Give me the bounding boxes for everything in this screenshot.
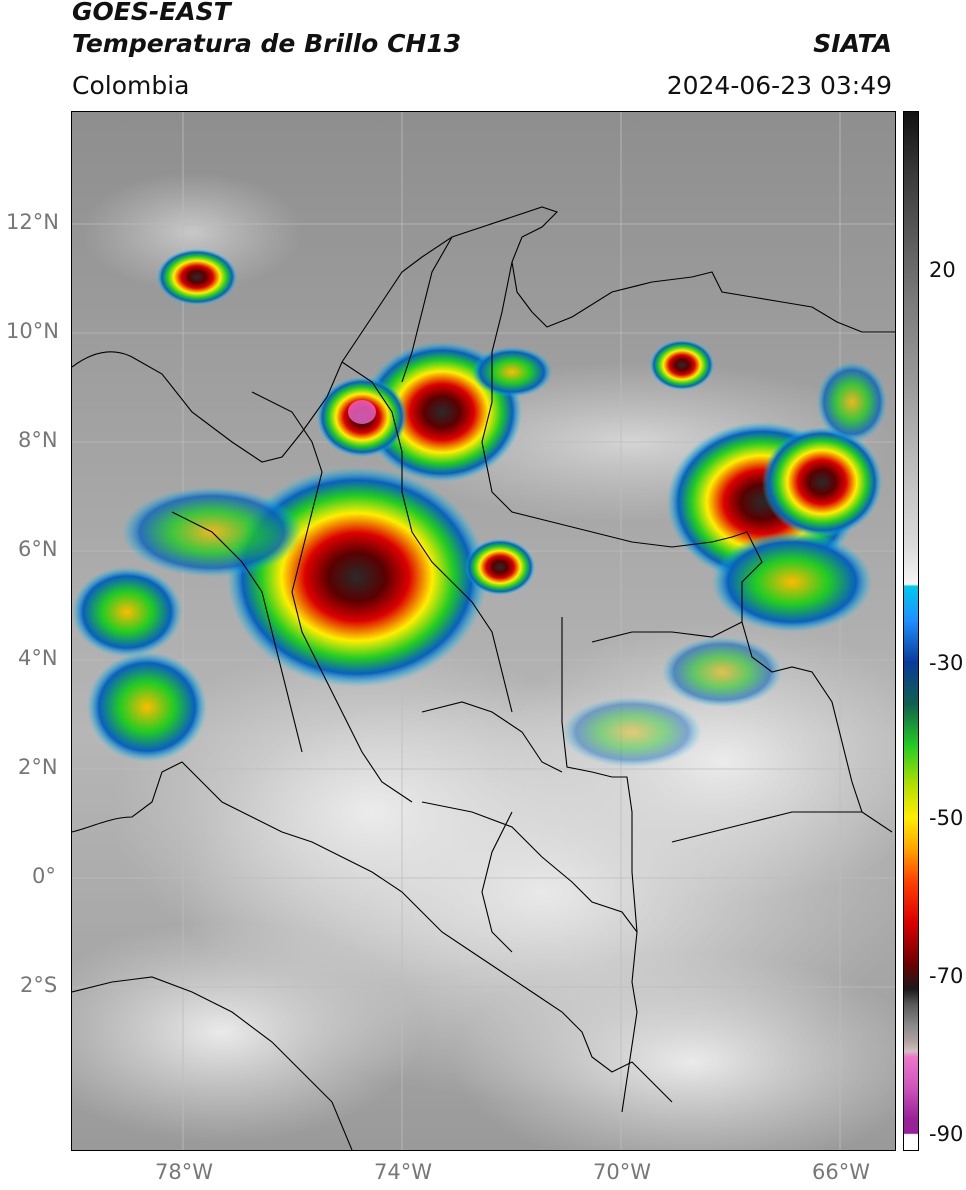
agency-label: SIATA — [813, 29, 892, 58]
product-title: Temperatura de Brillo CH13 — [72, 29, 462, 58]
colorbar-tick-neg30: -30 — [929, 651, 964, 675]
satellite-map[interactable] — [71, 111, 896, 1151]
colorbar-tick-neg50: -50 — [929, 806, 964, 830]
colorbar-tick-20: 20 — [929, 258, 956, 282]
region-label: Colombia — [72, 71, 190, 100]
colorbar-tick-neg90: -90 — [929, 1122, 964, 1146]
lat-tick-2N: 2°N — [18, 755, 58, 779]
temperature-colorbar — [903, 111, 919, 1151]
satellite-title: GOES-EAST — [72, 0, 231, 26]
lat-tick-10N: 10°N — [6, 319, 59, 343]
colorbar-tick-neg70: -70 — [929, 964, 964, 988]
lat-tick-8N: 8°N — [18, 428, 58, 452]
lat-tick-2S: 2°S — [20, 973, 58, 997]
lon-tick-66W: 66°W — [812, 1160, 870, 1184]
lat-tick-4N: 4°N — [18, 646, 58, 670]
lon-tick-78W: 78°W — [155, 1160, 213, 1184]
lon-tick-74W: 74°W — [374, 1160, 432, 1184]
lat-tick-0: 0° — [32, 864, 56, 888]
borders — [72, 206, 895, 1150]
lat-tick-6N: 6°N — [18, 537, 58, 561]
lon-tick-70W: 70°W — [593, 1160, 651, 1184]
lat-tick-12N: 12°N — [6, 210, 59, 234]
timestamp-label: 2024-06-23 03:49 — [666, 71, 892, 100]
